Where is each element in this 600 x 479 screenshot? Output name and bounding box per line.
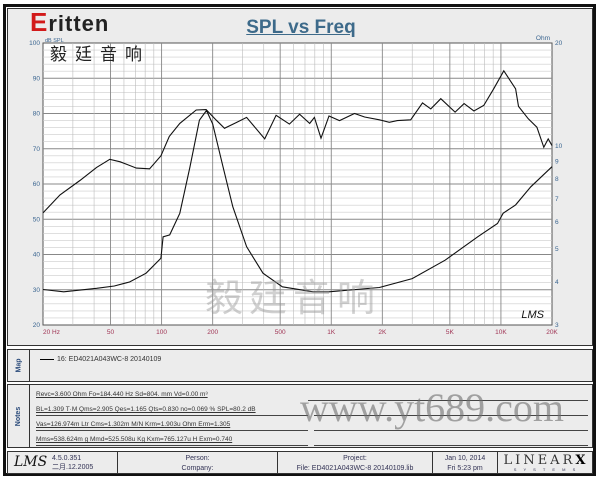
x-tick-label: 50 bbox=[107, 329, 115, 336]
y-tick-label: 100 bbox=[29, 40, 40, 47]
note-rule bbox=[314, 445, 588, 446]
x-tick-label: 100 bbox=[156, 329, 167, 336]
map-label: Map bbox=[8, 350, 30, 381]
notes-panel: Notes Revc=3.600 Ohm Fo=184.440 Hz Sd=80… bbox=[7, 384, 593, 448]
y-tick-label: 60 bbox=[33, 181, 41, 188]
y2-tick-label: 20 bbox=[555, 40, 563, 47]
project-label: Project: bbox=[343, 455, 367, 462]
impedance-curve bbox=[42, 109, 553, 293]
linearx-logo: LINEARX S Y S T E M S bbox=[503, 453, 589, 472]
note-rule bbox=[314, 430, 588, 431]
y-tick-label: 50 bbox=[33, 216, 41, 223]
footer-project-cell: Project: File: ED4021A043WC-8 20140109.li… bbox=[278, 452, 433, 473]
y2-tick-label: 3 bbox=[555, 322, 559, 329]
watermark-url: www.yt689.com bbox=[300, 385, 565, 430]
y2-axis-label: Ohm bbox=[536, 35, 550, 42]
note-rule bbox=[36, 445, 308, 446]
legend-line-swatch bbox=[40, 358, 54, 360]
footer-person-cell: Person: Company: bbox=[118, 452, 278, 473]
file-name: File: ED4021A043WC-8 20140109.lib bbox=[296, 465, 414, 472]
brand-logo-cn: 毅廷音响 bbox=[50, 45, 150, 65]
note-rule bbox=[314, 415, 588, 416]
x-tick-label: 1K bbox=[327, 329, 336, 336]
note-rule bbox=[36, 430, 308, 431]
person-label: Person: bbox=[185, 455, 210, 462]
brand-logo-watermark: Eritten bbox=[30, 7, 110, 37]
footer: LMS 4.5.0.351 二月.12.2005 Person: Company:… bbox=[7, 451, 593, 474]
y2-tick-label: 9 bbox=[555, 159, 559, 166]
legend-entry[interactable]: 16: ED4021A043WC-8 20140109 bbox=[40, 356, 161, 363]
y2-tick-label: 6 bbox=[555, 219, 559, 226]
y-tick-label: 80 bbox=[33, 111, 41, 118]
x-tick-label: 20 Hz bbox=[43, 329, 60, 336]
x-tick-label: 200 bbox=[207, 329, 218, 336]
time: Fri 5:23 pm bbox=[447, 465, 483, 472]
notes-label: Notes bbox=[8, 385, 30, 447]
note-line: Revc=3.600 Ohm Fo=184.440 Hz Sd=804. mm … bbox=[36, 391, 208, 398]
lms-logo: LMS bbox=[14, 454, 48, 470]
chart-title: SPL vs Freq bbox=[246, 17, 356, 38]
y-axis-label: dB SPL bbox=[45, 38, 64, 44]
note-line: Vas=126.974m Ltr Cms=1.302m M/N Krm=1.90… bbox=[36, 421, 231, 428]
x-tick-label: 2K bbox=[378, 329, 387, 336]
y-tick-label: 70 bbox=[33, 146, 41, 153]
y2-tick-label: 8 bbox=[555, 176, 559, 183]
y2-tick-label: 7 bbox=[555, 196, 559, 203]
footer-date-cell: Jan 10, 2014 Fri 5:23 pm bbox=[433, 452, 498, 473]
note-line: BL=1.309 T·M Qms=2.905 Qes=1.165 Qts=0.8… bbox=[36, 406, 256, 413]
y2-tick-label: 5 bbox=[555, 246, 559, 253]
note-rule bbox=[36, 415, 308, 416]
version: 4.5.0.351 bbox=[52, 455, 82, 462]
spl-curve bbox=[42, 69, 553, 214]
version-date: 二月.12.2005 bbox=[52, 464, 94, 471]
map-panel: Map 16: ED4021A043WC-8 20140109 bbox=[7, 349, 593, 382]
note-rule bbox=[308, 400, 588, 401]
lms-annotation: LMS bbox=[521, 309, 544, 321]
watermark-cn: 毅廷音响 bbox=[205, 276, 382, 320]
x-tick-label: 500 bbox=[275, 329, 286, 336]
note-line: Mms=538.624m g Mmd=525.508u Kg Kxm=765.1… bbox=[36, 436, 233, 443]
company-label: Company: bbox=[181, 465, 214, 472]
spl-impedance-chart: 20 Hz 50 100 200 500 1K 2K 5K 10K 20K 100 90 80 70 60 5… bbox=[29, 35, 563, 336]
y-tick-label: 20 bbox=[33, 322, 41, 329]
y2-tick-label: 4 bbox=[555, 279, 559, 286]
y-tick-label: 30 bbox=[33, 287, 41, 294]
x-tick-label: 5K bbox=[446, 329, 455, 336]
y-tick-label: 40 bbox=[33, 252, 41, 259]
footer-version-cell: LMS 4.5.0.351 二月.12.2005 bbox=[8, 452, 118, 473]
y2-tick-label: 10 bbox=[555, 143, 563, 150]
y-tick-label: 90 bbox=[33, 75, 41, 82]
x-tick-label: 20K bbox=[546, 329, 558, 336]
x-tick-label: 10K bbox=[495, 329, 507, 336]
date: Jan 10, 2014 bbox=[444, 455, 486, 462]
